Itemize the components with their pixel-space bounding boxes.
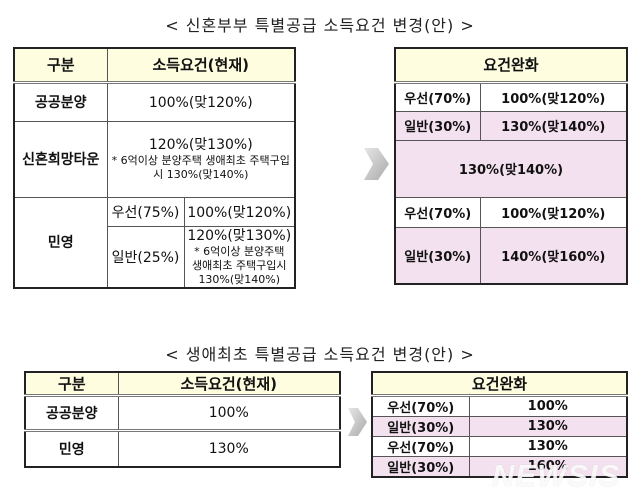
header-category-2: 구분	[24, 371, 119, 397]
fh-relaxed-private-priority-value: 130%	[468, 436, 628, 457]
row-newlywed-town-value: 120%(맞130%) * 6억이상 분양주택 생애최초 주택구입시 130%(…	[106, 120, 296, 198]
fh-relaxed-public-general-value: 130%	[468, 416, 628, 437]
fh-relaxed-public-priority-label: 우선(70%)	[371, 395, 470, 417]
relaxed-public-general-value: 130%(맞140%)	[479, 110, 628, 141]
header-relaxed-2: 요건완화	[371, 371, 628, 397]
relaxed-public-priority-label: 우선(70%)	[394, 81, 481, 112]
fh-relaxed-private-general-label: 일반(30%)	[371, 456, 470, 478]
row-public-sale-label: 공공분양	[13, 81, 108, 122]
relaxed-private-general-value: 140%(맞160%)	[479, 226, 628, 285]
header-category: 구분	[13, 47, 108, 84]
private-general-note: * 6억이상 분양주택 생애최초 주택구입시 130%(맞140%)	[191, 244, 287, 286]
arrow-right-icon	[364, 148, 389, 180]
row-public-sale-value: 100%(맞120%)	[106, 81, 296, 122]
private-general-value: 120%(맞130%) * 6억이상 분양주택 생애최초 주택구입시 130%(…	[183, 225, 296, 288]
first-home-relaxed-table: 요건완화 우선(70%) 100% 일반(30%) 130% 우선(70%) 1…	[371, 371, 628, 478]
relaxed-public-priority-value: 100%(맞120%)	[479, 81, 628, 112]
fh-private-value: 130%	[117, 430, 341, 467]
fh-private-label: 민영	[24, 430, 119, 467]
relaxed-private-priority-value: 100%(맞120%)	[479, 196, 628, 228]
header-current-income-2: 소득요건(현재)	[117, 371, 341, 397]
newsis-watermark: NEWSIS	[492, 458, 621, 493]
private-general-rate: 120%(맞130%)	[187, 227, 292, 244]
section2-title: < 생애최초 특별공급 소득요건 변경(안) >	[165, 345, 475, 364]
relaxed-newlywed-town-value: 130%(맞140%)	[394, 139, 628, 198]
private-priority-value: 100%(맞120%)	[183, 196, 296, 227]
newlywed-town-rate: 120%(맞130%)	[148, 137, 253, 153]
fh-public-sale-label: 공공분양	[24, 395, 119, 432]
header-relaxed: 요건완화	[394, 47, 628, 84]
relaxed-private-general-label: 일반(30%)	[394, 226, 481, 285]
relaxed-public-general-label: 일반(30%)	[394, 110, 481, 141]
private-general-label: 일반(25%)	[106, 225, 185, 288]
fh-relaxed-private-general-value: 160%	[468, 456, 628, 478]
section1-title: < 신혼부부 특별공급 소득요건 변경(안) >	[165, 16, 475, 35]
private-priority-label: 우선(75%)	[106, 196, 185, 227]
fh-relaxed-public-general-label: 일반(30%)	[371, 416, 470, 437]
row-private-label: 민영	[13, 196, 108, 288]
newlywed-relaxed-table: 요건완화 우선(70%) 100%(맞120%) 일반(30%) 130%(맞1…	[394, 47, 628, 285]
row-newlywed-town-label: 신혼희망타운	[13, 120, 108, 198]
newlywed-current-table: 구분 소득요건(현재) 공공분양 100%(맞120%) 신혼희망타운 120%…	[13, 47, 296, 289]
header-current-income: 소득요건(현재)	[106, 47, 296, 84]
first-home-current-table: 구분 소득요건(현재) 공공분양 100% 민영 130%	[24, 371, 341, 468]
fh-public-sale-value: 100%	[117, 395, 341, 432]
relaxed-private-priority-label: 우선(70%)	[394, 196, 481, 228]
fh-relaxed-private-priority-label: 우선(70%)	[371, 436, 470, 457]
arrow-right-icon	[348, 408, 367, 436]
fh-relaxed-public-priority-value: 100%	[468, 395, 628, 417]
newlywed-town-note: * 6억이상 분양주택 생애최초 주택구입시 130%(맞140%)	[111, 154, 290, 181]
